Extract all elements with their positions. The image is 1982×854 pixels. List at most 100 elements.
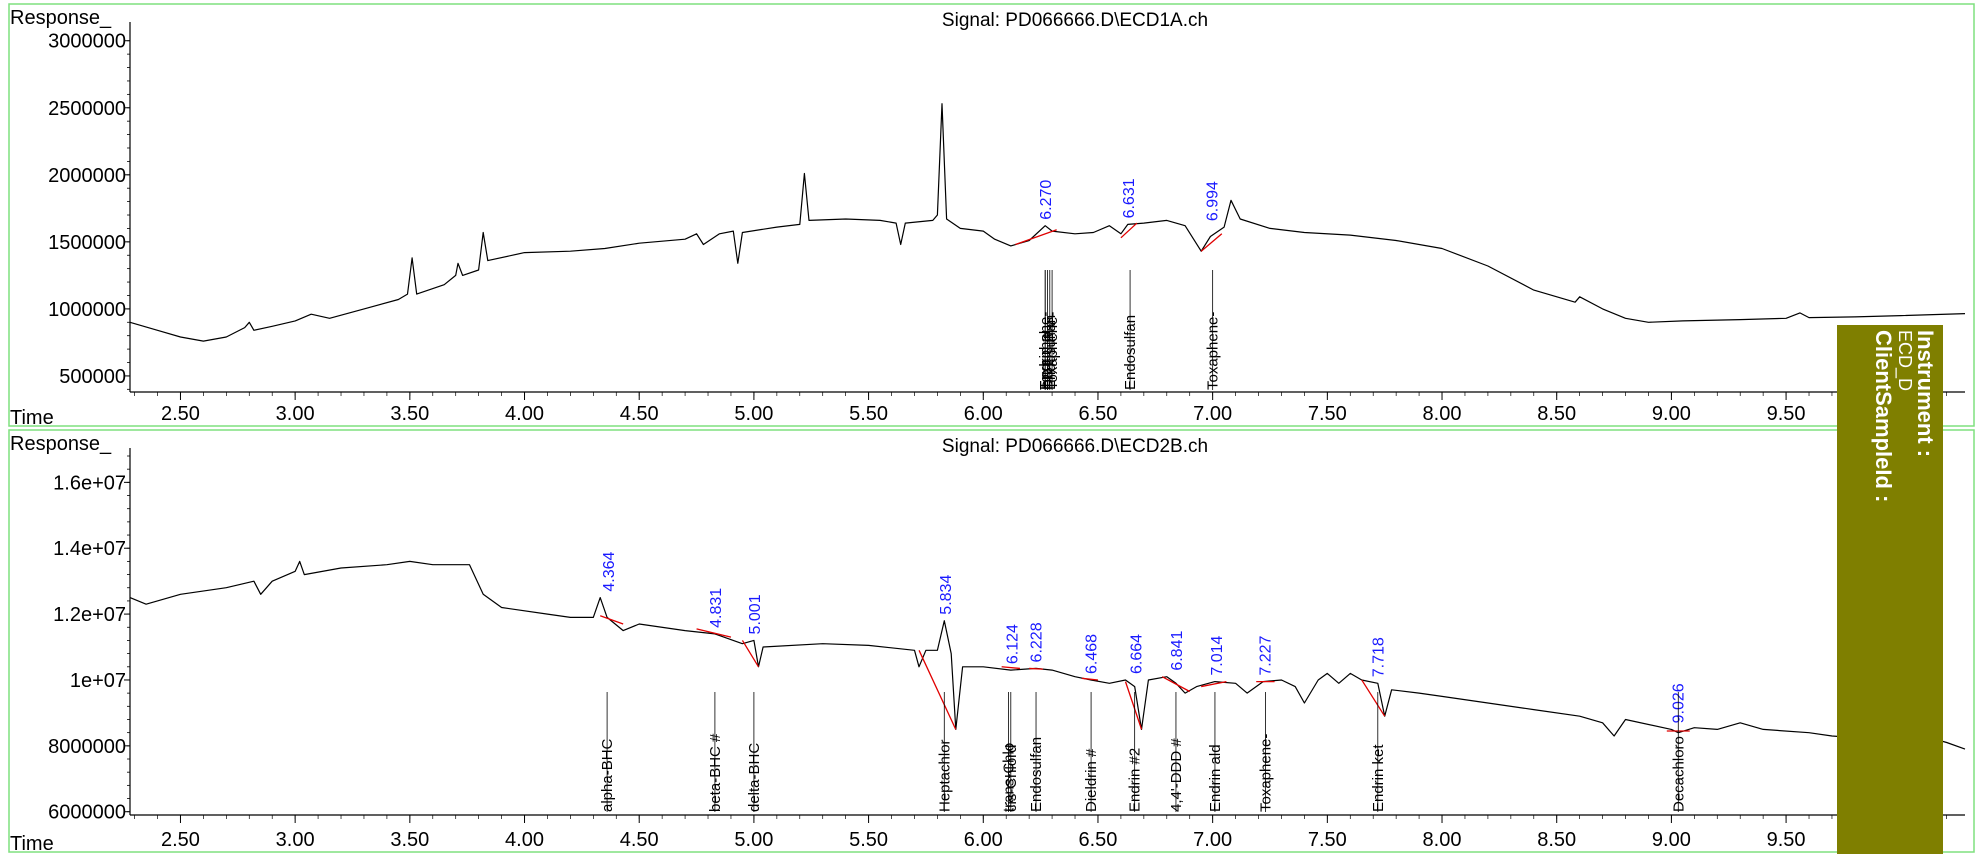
p2-peak-baseline <box>1361 679 1386 717</box>
p1-peak-baseline <box>1200 233 1223 252</box>
p2-compound-label: Toxaphene- <box>1257 734 1274 812</box>
p2-compound-label: alpha-BHC <box>599 738 616 812</box>
p2-compound-label: beta-BHC # <box>707 733 724 812</box>
p2-x-tick-label: 6.50 <box>1078 829 1117 851</box>
p1-y-tick-label: 2500000 <box>48 98 126 120</box>
p1-x-tick-label: 7.00 <box>1193 403 1232 425</box>
p2-compound-label: cis-Chlord <box>1003 744 1020 812</box>
p2-y-tick-label: 1.4e+07 <box>53 538 126 560</box>
p2-x-tick-label: 3.00 <box>276 829 315 851</box>
p2-x-tick-label: 2.50 <box>161 829 200 851</box>
p1-x-tick-label: 6.50 <box>1078 403 1117 425</box>
p1-x-tick-label: 3.50 <box>390 403 429 425</box>
p2-peak-label: 7.014 <box>1209 635 1226 675</box>
p2-peak-label: 6.124 <box>1005 624 1022 664</box>
panel-2-ylabel: Response_ <box>10 433 112 455</box>
p1-peak-label: 6.994 <box>1204 181 1221 221</box>
p2-peak-label: 7.227 <box>1258 635 1275 675</box>
p2-compound-label: Heptachlor <box>936 739 953 812</box>
p1-y-tick-label: 1500000 <box>48 232 126 254</box>
p1-signal-trace <box>129 103 1966 342</box>
p1-compound-label: Endosulfan <box>1122 315 1139 390</box>
p2-y-tick-label: 1.6e+07 <box>53 472 126 494</box>
p1-x-tick-label: 9.00 <box>1652 403 1691 425</box>
p1-x-tick-label: 6.00 <box>964 403 1003 425</box>
p1-compound-label: Endosulfan <box>1042 315 1059 390</box>
panel-1-ylabel: Response_ <box>10 7 112 29</box>
p1-x-tick-label: 8.00 <box>1423 403 1462 425</box>
p2-peak-label: 6.664 <box>1129 634 1146 674</box>
p2-compound-label: trans-Chlo <box>1001 743 1018 812</box>
p2-peak-baseline <box>741 640 760 668</box>
p2-x-tick-label: 5.00 <box>734 829 773 851</box>
p2-peak-baseline <box>1001 666 1021 670</box>
p1-x-tick-label: 9.50 <box>1767 403 1806 425</box>
p2-x-tick-label: 4.50 <box>620 829 659 851</box>
p2-peak-label: 9.026 <box>1670 683 1687 723</box>
p1-x-tick-label: 7.50 <box>1308 403 1347 425</box>
panel-2-frame <box>8 429 1975 853</box>
p2-peak-baseline <box>1124 681 1143 730</box>
p1-x-tick-label: 4.50 <box>620 403 659 425</box>
p2-y-tick-label: 1.2e+07 <box>53 604 126 626</box>
p1-peak-baseline <box>1015 229 1057 246</box>
p2-peak-label: 6.468 <box>1084 634 1101 674</box>
p2-peak-label: 5.001 <box>747 594 764 634</box>
p2-peak-label: 6.228 <box>1029 622 1046 662</box>
p2-x-tick-label: 9.00 <box>1652 829 1691 851</box>
p2-peak-baseline <box>599 615 624 625</box>
p2-compound-label: 4,4'-DDD # <box>1168 738 1185 812</box>
p1-compound-label: Toxaphene- <box>1044 312 1061 390</box>
panel-1-xlabel: Time <box>10 407 54 429</box>
p2-x-tick-label: 8.50 <box>1537 829 1576 851</box>
p2-peak-baseline <box>696 628 732 638</box>
p2-signal-trace <box>129 560 1966 750</box>
side-panel-text: Instrument : ECD_D ClientSampleId : <box>1871 330 1938 502</box>
p1-x-tick-label: 5.00 <box>734 403 773 425</box>
panel-1-frame <box>8 3 1975 427</box>
p1-peak-label: 6.631 <box>1121 178 1138 218</box>
p2-compound-label: Endrin ket <box>1370 744 1387 812</box>
p1-y-tick-label: 3000000 <box>48 31 126 53</box>
panel-2-plot: 1.6e+07 1.4e+07 1.2e+07 1e+07 8000000 6000000… <box>48 448 1966 851</box>
instrument-value: ECD_D <box>1894 330 1915 391</box>
p2-x-tick-label: 7.00 <box>1193 829 1232 851</box>
panel-1-plot: 3000000 2500000 2000000 1500000 1000000 50000… <box>48 22 1966 425</box>
p2-peak-label: 6.841 <box>1169 631 1186 671</box>
p2-peak-baseline <box>1029 667 1043 670</box>
p2-x-tick-label: 9.50 <box>1767 829 1806 851</box>
p1-x-tick-label: 8.50 <box>1537 403 1576 425</box>
p2-peak-baseline <box>918 650 957 730</box>
panel-1-title: Signal: PD066666.D\ECD1A.ch <box>942 10 1208 31</box>
p2-peak-baseline <box>1201 680 1227 688</box>
p1-compound-label: Toxaphene- <box>1205 312 1222 390</box>
p2-compound-label: Endrin ald <box>1207 744 1224 812</box>
p1-y-tick-label: 500000 <box>59 366 126 388</box>
p2-compound-label: delta-BHC <box>746 743 763 812</box>
p2-x-tick-label: 3.50 <box>390 829 429 851</box>
p2-x-tick-label: 7.50 <box>1308 829 1347 851</box>
p2-peak-label: 5.834 <box>938 575 955 615</box>
p2-peak-label: 7.718 <box>1370 637 1387 677</box>
p2-y-tick-label: 1e+07 <box>70 670 126 692</box>
p2-x-tick-label: 6.00 <box>964 829 1003 851</box>
p2-peak-baseline <box>1161 676 1191 693</box>
p2-peak-baseline <box>1081 677 1099 681</box>
p1-x-tick-label: 2.50 <box>161 403 200 425</box>
p2-x-tick-label: 8.00 <box>1423 829 1462 851</box>
p2-y-tick-label: 8000000 <box>48 736 126 758</box>
p1-x-tick-label: 3.00 <box>276 403 315 425</box>
instrument-label: Instrument : <box>1913 330 1938 457</box>
p1-x-tick-label: 4.00 <box>505 403 544 425</box>
client-sample-id-label: ClientSampleId : <box>1871 330 1896 502</box>
p1-y-tick-label: 1000000 <box>48 299 126 321</box>
p2-compound-label: Decachloro <box>1670 736 1687 812</box>
p1-peak-label: 6.270 <box>1038 180 1055 220</box>
p1-peak-baseline <box>1120 222 1138 239</box>
p2-peak-label: 4.831 <box>708 588 725 628</box>
p1-y-tick-label: 2000000 <box>48 165 126 187</box>
p2-compound-label: Endosulfan <box>1028 737 1045 812</box>
p2-x-tick-label: 5.50 <box>849 829 888 851</box>
p2-x-tick-label: 4.00 <box>505 829 544 851</box>
